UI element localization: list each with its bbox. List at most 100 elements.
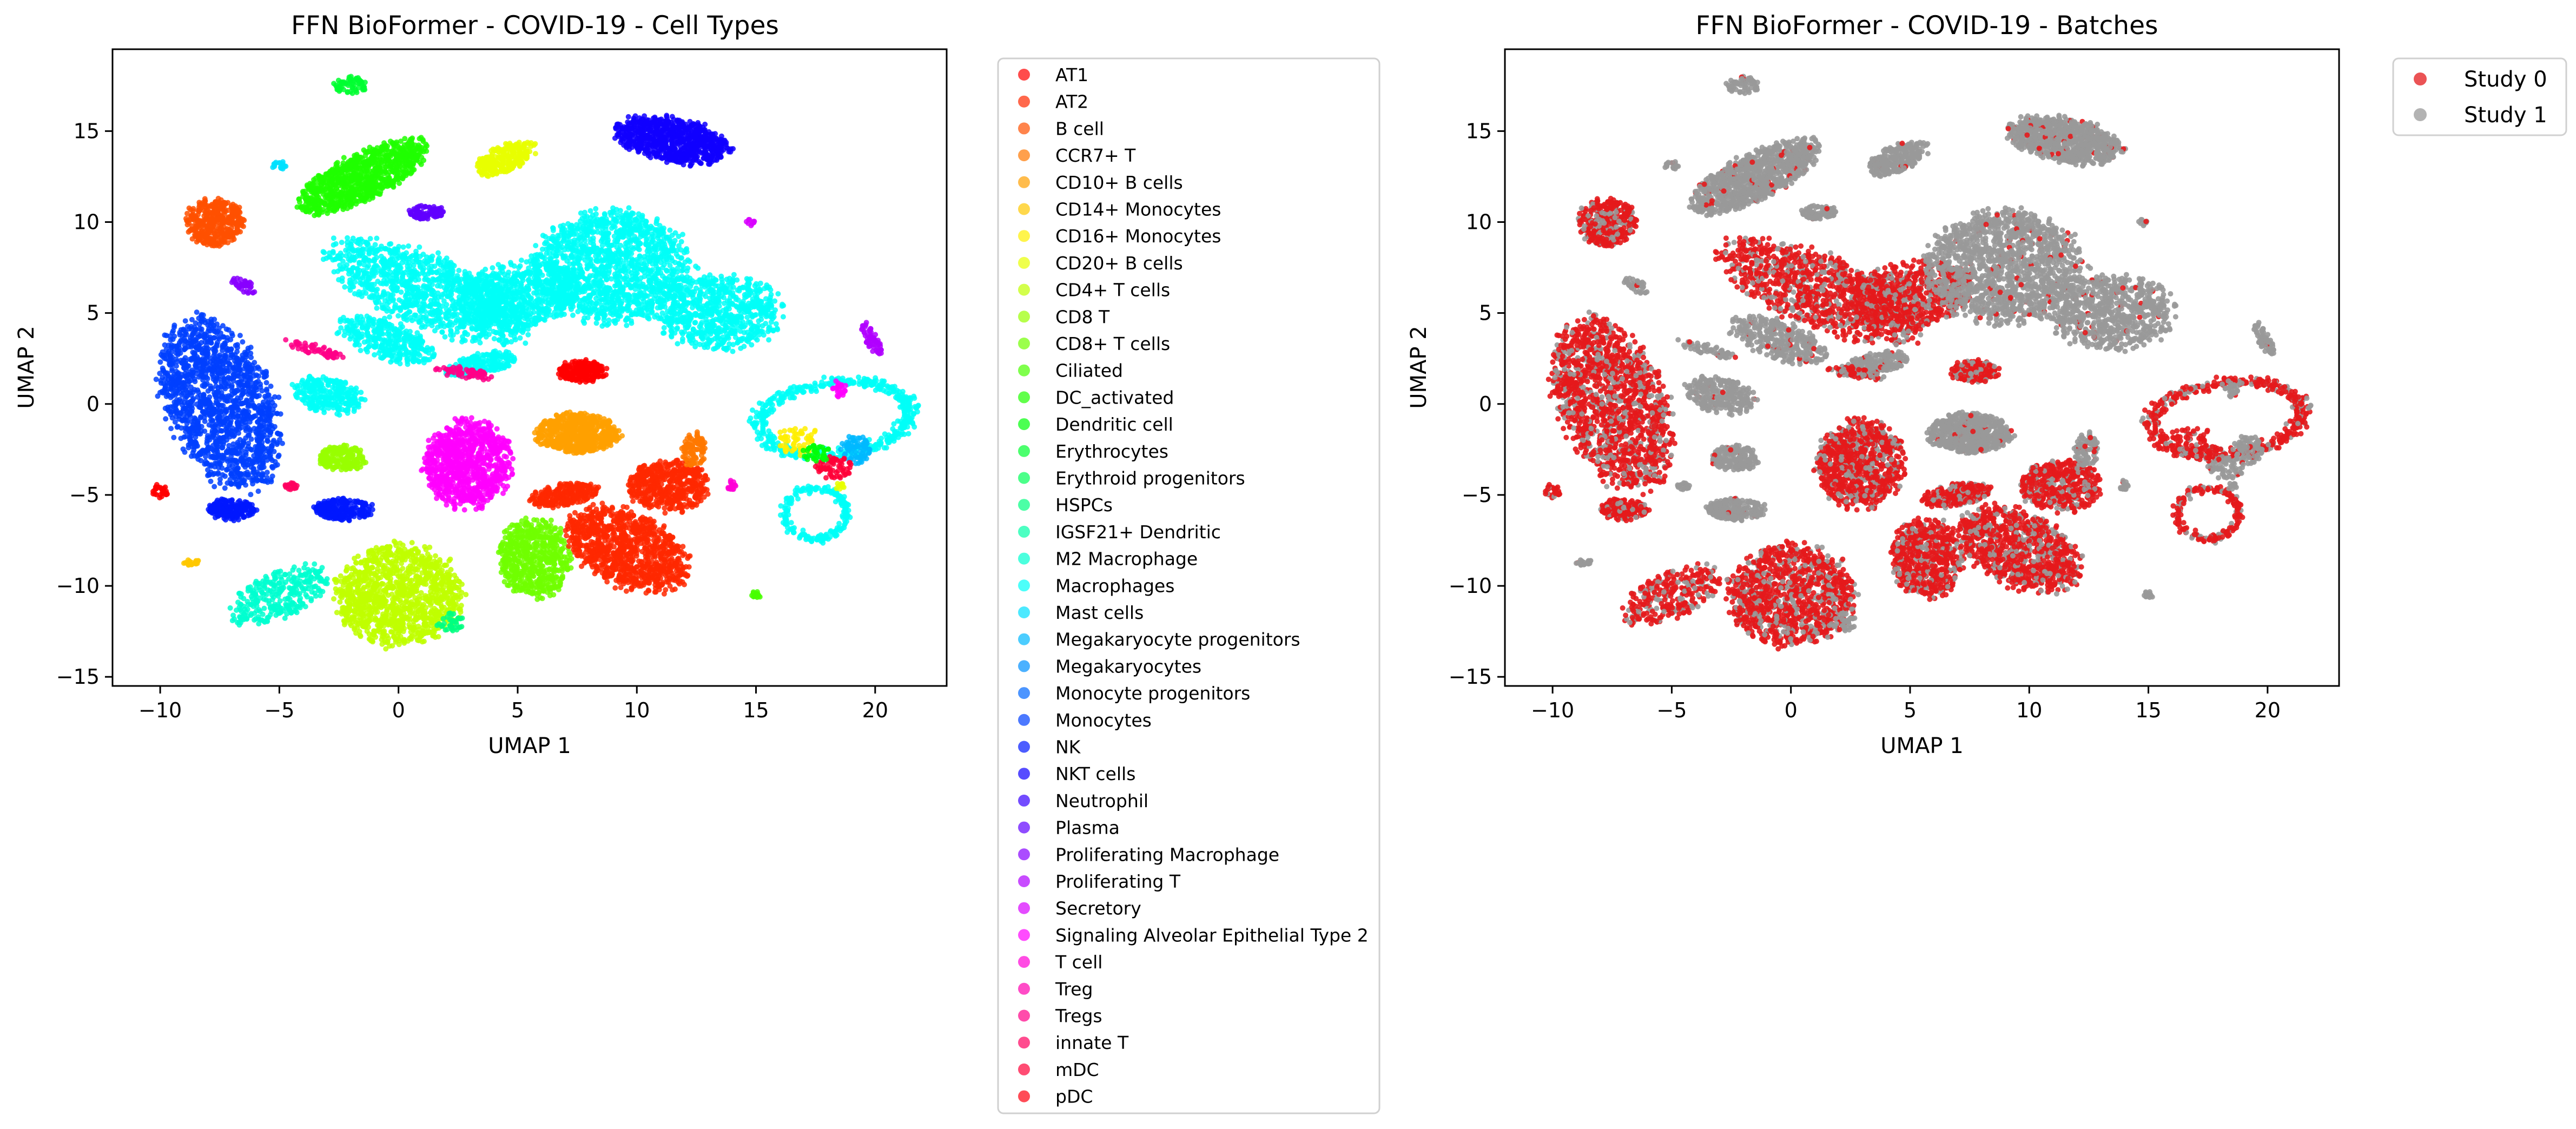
cell-point (478, 309, 483, 314)
cell-point (411, 259, 416, 264)
cell-point (408, 303, 413, 308)
cell-point (475, 278, 481, 283)
cell-point (665, 235, 671, 240)
cell-point (494, 330, 499, 335)
cell-point (391, 272, 396, 278)
cell-point (480, 272, 485, 277)
cell-point (560, 266, 566, 272)
cell-point (369, 295, 374, 300)
cell-point (416, 277, 421, 282)
cell-point (660, 273, 665, 279)
cell-point (397, 298, 402, 303)
cell-point (599, 248, 604, 254)
cell-point (513, 313, 518, 318)
cell-point (600, 243, 605, 248)
cell-point (452, 279, 457, 284)
cell-point (387, 278, 393, 283)
cell-point (497, 338, 502, 343)
cell-point (466, 310, 471, 315)
cell-point (639, 312, 645, 318)
cell-point (599, 263, 605, 269)
cell-point (580, 274, 585, 280)
cell-point (520, 307, 525, 312)
cell-point (420, 252, 426, 257)
cell-point (562, 230, 567, 235)
cell-point (374, 236, 379, 241)
cell-point (606, 321, 611, 327)
cell-point (446, 311, 452, 316)
cell-point (493, 288, 498, 293)
cell-point (547, 266, 552, 271)
cell-point (423, 291, 428, 296)
cell-point (361, 271, 367, 276)
cell-point (500, 332, 505, 338)
cell-point (575, 309, 580, 314)
cell-point (443, 315, 448, 320)
cell-point (501, 313, 506, 319)
cell-point (663, 247, 669, 253)
cell-point (449, 292, 454, 297)
cell-point (450, 337, 455, 342)
cell-point (546, 280, 552, 286)
cell-point (551, 254, 556, 259)
cell-point (345, 235, 350, 241)
cell-point (524, 313, 529, 319)
cell-point (513, 328, 519, 334)
cell-point (609, 226, 615, 231)
cell-point (633, 293, 638, 299)
cell-point (508, 260, 513, 265)
cell-point (605, 240, 610, 245)
cell-point (412, 286, 418, 292)
cell-point (635, 215, 640, 221)
cell-point (429, 263, 434, 269)
cell-point (512, 275, 518, 280)
cell-point (342, 285, 347, 290)
cell-point (380, 305, 385, 311)
cell-point (542, 259, 547, 265)
cell-point (321, 250, 327, 255)
cell-point (536, 313, 541, 319)
cell-point (629, 260, 634, 266)
cell-point (593, 301, 599, 306)
cell-point (540, 247, 545, 252)
cell-point (387, 314, 392, 320)
cell-point (461, 314, 467, 320)
cell-point (512, 334, 517, 340)
cell-point (679, 239, 684, 245)
cell-point (473, 317, 478, 322)
cell-point (448, 329, 454, 334)
cell-point (617, 261, 622, 266)
cell-point (649, 301, 654, 306)
cell-point (626, 282, 631, 287)
cell-point (496, 322, 501, 328)
cell-point (338, 250, 344, 256)
cell-point (593, 206, 598, 212)
cell-point (373, 248, 379, 254)
cell-point (352, 258, 357, 263)
cell-point (501, 342, 506, 347)
cell-point (635, 300, 640, 305)
cell-point (509, 280, 514, 285)
cell-point (579, 250, 584, 255)
cell-point (575, 260, 580, 265)
cell-point (531, 290, 537, 296)
cell-point (490, 273, 495, 278)
cell-point (616, 288, 622, 294)
cell-point (412, 295, 417, 300)
cell-point (406, 243, 411, 249)
cell-point (435, 250, 441, 256)
cell-point (578, 228, 584, 233)
cell-point (598, 283, 603, 288)
cell-point (492, 336, 497, 341)
cell-point (600, 272, 606, 277)
cell-point (361, 258, 367, 263)
cell-point (632, 221, 637, 226)
cell-point (555, 233, 560, 238)
cell-point (405, 290, 410, 296)
cell-point (379, 259, 384, 265)
cell-point (587, 273, 593, 279)
cell-point (355, 275, 361, 280)
cell-point (432, 293, 438, 299)
cell-point (344, 266, 349, 271)
cell-point (642, 274, 647, 279)
